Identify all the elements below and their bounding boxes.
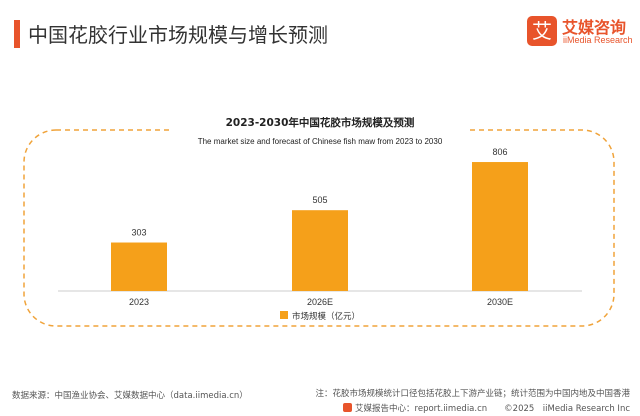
data-label-2023: 303 [131, 228, 146, 238]
title-mask [170, 110, 470, 152]
report-logo-icon [343, 403, 353, 412]
chart-legend: 市场规模（亿元） [280, 311, 360, 322]
report-text: 艾媒报告中心：report.iimedia.cn ©2025 iiMedia R… [355, 404, 630, 414]
legend-label: 市场规模（亿元） [292, 311, 360, 322]
chart-subtitle: The market size and forecast of Chinese … [198, 137, 443, 146]
logo-name-cn: 艾媒咨询 [562, 18, 627, 37]
x-tick-label-2023: 2023 [129, 297, 149, 307]
bar-2030E [472, 162, 528, 291]
x-tick-label-2030E: 2030E [487, 297, 513, 307]
legend-swatch [280, 311, 288, 319]
data-label-2026E: 505 [312, 195, 327, 205]
logo-name-en: iiMedia Research [563, 35, 633, 45]
data-label-2030E: 806 [492, 147, 507, 157]
bar-2026E [292, 210, 348, 291]
logo-mark: 艾 [527, 16, 557, 46]
bar-series: 303 2023 505 2026E 806 2030E [111, 147, 528, 307]
bar-2023 [111, 242, 167, 291]
data-source: 数据来源：中国渔业协会、艾媒数据中心（data.iimedia.cn） [12, 391, 248, 401]
page-title: 中国花胶行业市场规模与增长预测 [28, 23, 328, 47]
x-tick-label-2026E: 2026E [307, 297, 333, 307]
report-center: 艾媒报告中心：report.iimedia.cn ©2025 iiMedia R… [343, 402, 630, 414]
iimedia-logo: 艾 艾媒咨询 iiMedia Research [527, 14, 637, 54]
footnote: 注：花胶市场规模统计口径包括花胶上下游产业链；统计范围为中国内地及中国香港 [315, 389, 630, 399]
title-accent-bar [14, 20, 20, 48]
chart-title: 2023-2030年中国花胶市场规模及预测 [226, 116, 415, 129]
